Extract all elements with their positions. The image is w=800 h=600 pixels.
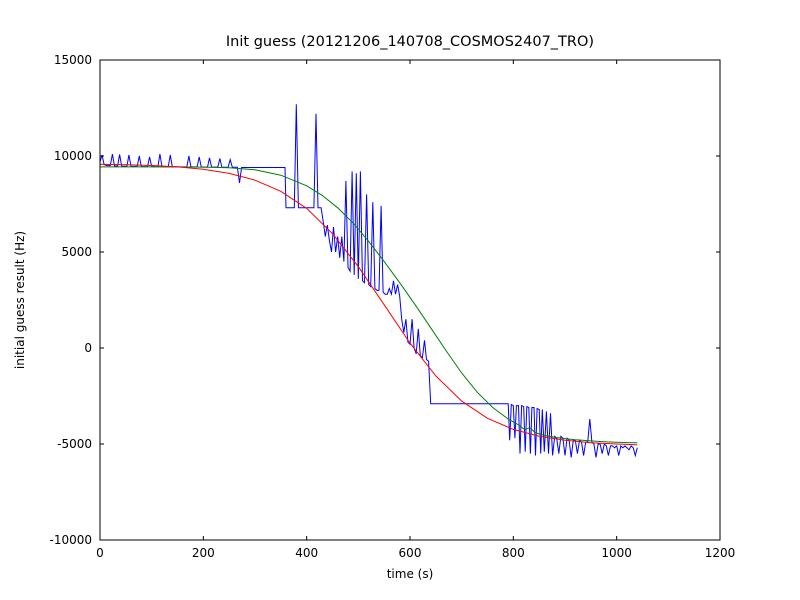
plot-frame [99,59,721,541]
x-tick-label: 0 [96,546,104,560]
y-tick-label: -5000 [57,437,92,451]
x-tick-label: 200 [192,546,215,560]
y-tick-label: -10000 [49,533,92,547]
x-tick-label: 800 [502,546,525,560]
x-tick-label: 1200 [705,546,736,560]
y-tick-label: 10000 [54,149,92,163]
plot-area: 0 200 400 600 800 1000 1200 -10000 -5000 0 5000 100… [49,53,735,560]
plot-title: Init guess (20121206_140708_COSMOS2407_T… [226,34,594,50]
x-tick-label: 600 [399,546,422,560]
x-tick-label: 1000 [601,546,632,560]
y-tick-label: 15000 [54,53,92,67]
y-tick-label: 0 [84,341,92,355]
series-red [99,163,638,446]
series-blue [99,104,638,458]
x-axis-label: time (s) [387,567,434,581]
y-tick-label: 5000 [61,245,92,259]
x-tick-label: 400 [295,546,318,560]
series-green [100,166,638,444]
y-axis-label: initial guess result (Hz) [13,231,27,369]
